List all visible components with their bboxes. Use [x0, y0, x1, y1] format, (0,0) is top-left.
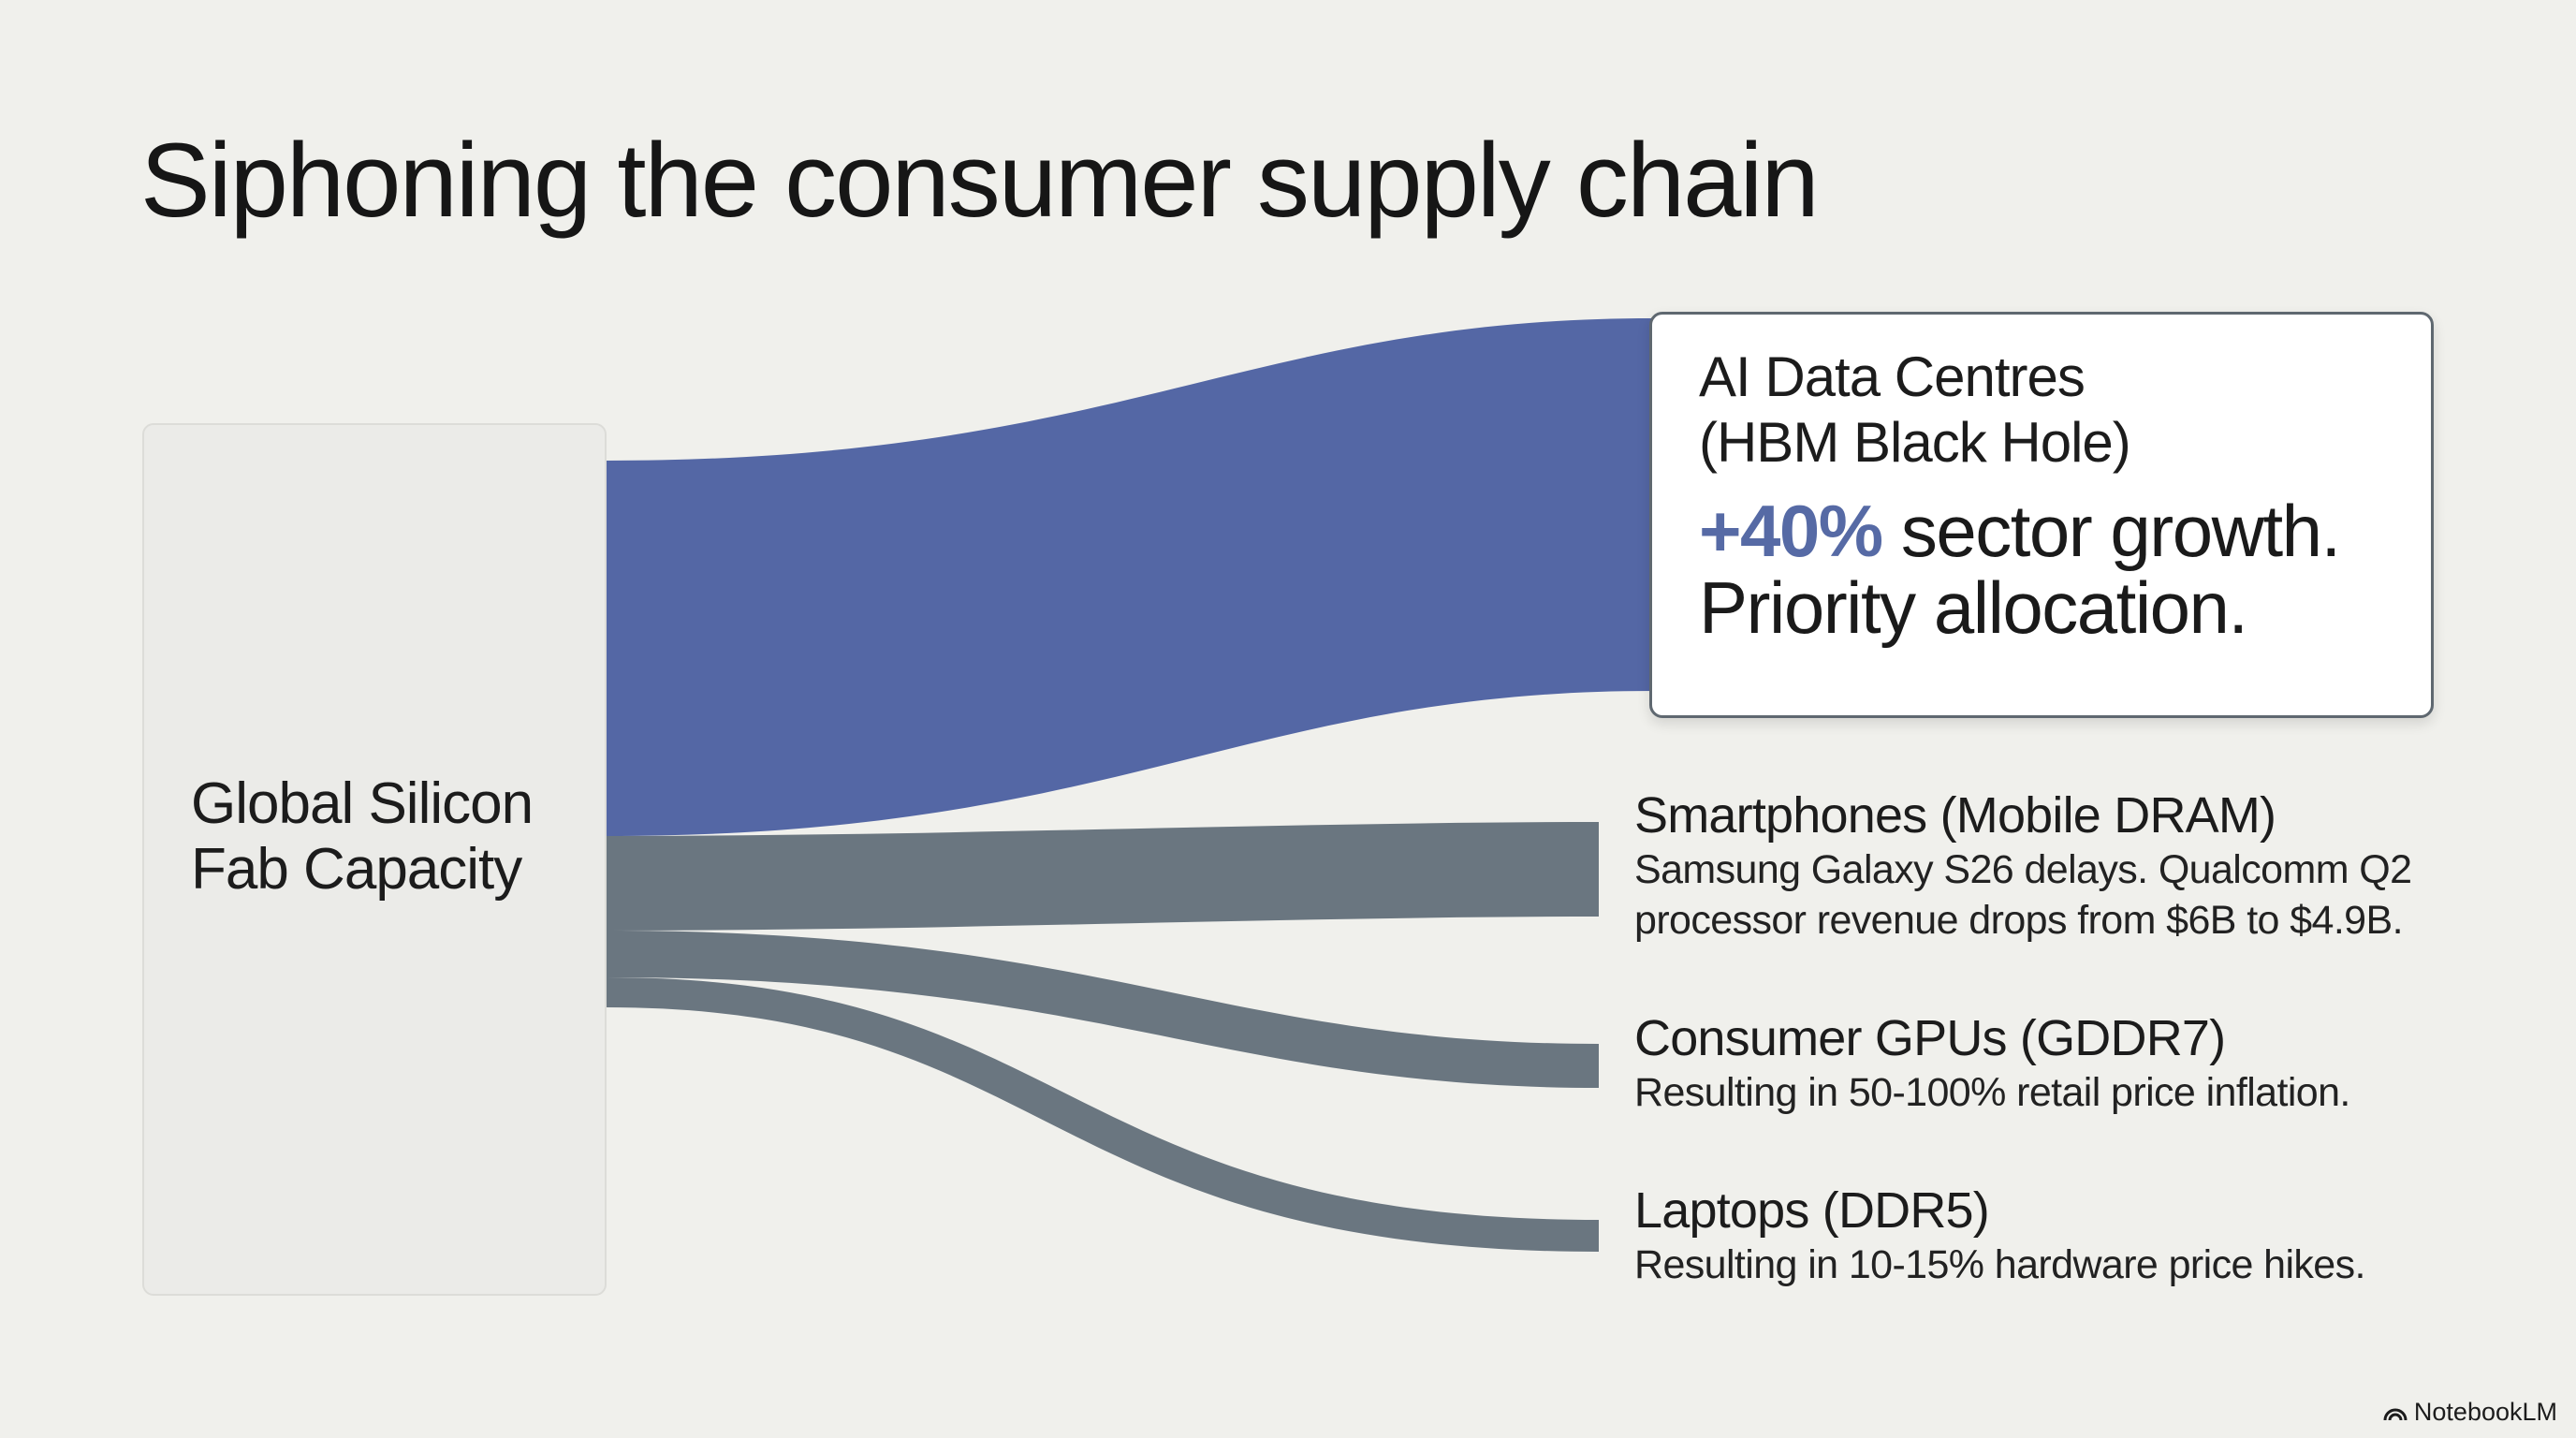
- flow-smartphones: [607, 822, 1599, 931]
- slide-title: Siphoning the consumer supply chain: [140, 122, 1820, 239]
- branch-description: Resulting in 10-15% hardware price hikes…: [1634, 1240, 2365, 1290]
- branch-title: Smartphones (Mobile DRAM): [1634, 787, 2276, 844]
- branch-laptops: Laptops (DDR5) Resulting in 10-15% hardw…: [1634, 1181, 2365, 1290]
- brand-label: NotebookLM: [2413, 1398, 2557, 1426]
- callout-body-line-1: +40% sector growth.: [1699, 490, 2341, 572]
- branch-smartphones: Smartphones (Mobile DRAM) Samsung Galaxy…: [1634, 786, 2412, 946]
- brand-watermark: NotebookLM: [2382, 1398, 2557, 1427]
- callout-title-line: (HBM Black Hole): [1699, 411, 2131, 474]
- callout-body-line-2: Priority allocation.: [1699, 566, 2248, 649]
- branch-title: Laptops (DDR5): [1634, 1182, 1990, 1239]
- branch-description: Resulting in 50-100% retail price inflat…: [1634, 1067, 2350, 1118]
- callout-title: AI Data Centres (HBM Black Hole): [1699, 345, 2131, 476]
- growth-text: sector growth.: [1881, 490, 2341, 572]
- branch-title: Consumer GPUs (GDDR7): [1634, 1010, 2226, 1066]
- callout-title-line: AI Data Centres: [1699, 345, 2086, 408]
- branch-description-line: processor revenue drops from $6B to $4.9…: [1634, 898, 2404, 943]
- branch-description-line: Resulting in 10-15% hardware price hikes…: [1634, 1242, 2365, 1287]
- flow-consumer-gpus: [607, 931, 1599, 1088]
- flow-laptops: [607, 977, 1599, 1252]
- ai-data-centres-callout: AI Data Centres (HBM Black Hole) +40% se…: [1649, 312, 2434, 718]
- source-label: Global Silicon Fab Capacity: [191, 771, 534, 902]
- source-label-line: Fab Capacity: [191, 837, 522, 902]
- branch-description-line: Samsung Galaxy S26 delays. Qualcomm Q2: [1634, 847, 2412, 892]
- growth-highlight: +40%: [1699, 490, 1883, 572]
- flow-ai-data-centres: [607, 318, 1653, 836]
- branch-description: Samsung Galaxy S26 delays. Qualcomm Q2 p…: [1634, 844, 2412, 946]
- notebooklm-logo-icon: [2383, 1408, 2408, 1420]
- branch-consumer-gpus: Consumer GPUs (GDDR7) Resulting in 50-10…: [1634, 1009, 2350, 1118]
- callout-body: +40% sector growth. Priority allocation.: [1699, 490, 2341, 649]
- source-label-line: Global Silicon: [191, 771, 534, 836]
- source-node: Global Silicon Fab Capacity: [142, 423, 607, 1296]
- branch-description-line: Resulting in 50-100% retail price inflat…: [1634, 1070, 2350, 1115]
